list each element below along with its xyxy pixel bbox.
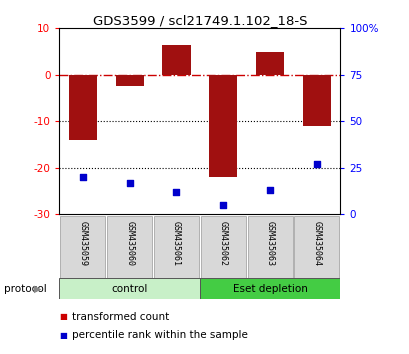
Bar — [247, 216, 292, 278]
Title: GDS3599 / scl21749.1.102_18-S: GDS3599 / scl21749.1.102_18-S — [92, 14, 306, 27]
Text: percentile rank within the sample: percentile rank within the sample — [72, 330, 247, 340]
Bar — [60, 216, 105, 278]
Bar — [69, 75, 97, 140]
Bar — [162, 45, 190, 75]
Bar — [59, 278, 199, 299]
Point — [220, 202, 226, 208]
Bar — [154, 216, 198, 278]
Text: GSM435060: GSM435060 — [125, 221, 134, 266]
Bar — [115, 75, 143, 86]
Text: ■: ■ — [59, 331, 67, 340]
Bar — [200, 216, 245, 278]
Point — [173, 189, 179, 195]
Text: GSM435062: GSM435062 — [218, 221, 227, 266]
Text: control: control — [111, 284, 148, 293]
Text: GSM435064: GSM435064 — [312, 221, 321, 266]
Text: transformed count: transformed count — [72, 312, 169, 322]
Point — [266, 187, 273, 193]
Point — [126, 180, 133, 185]
Text: protocol: protocol — [4, 284, 47, 294]
Bar — [255, 52, 283, 75]
Text: GSM435059: GSM435059 — [78, 221, 87, 266]
Text: GSM435063: GSM435063 — [265, 221, 274, 266]
Text: ▶: ▶ — [34, 284, 42, 294]
Bar — [200, 278, 339, 299]
Bar — [209, 75, 237, 177]
Bar — [302, 75, 330, 126]
Text: Eset depletion: Eset depletion — [232, 284, 307, 293]
Bar — [294, 216, 339, 278]
Text: GSM435061: GSM435061 — [171, 221, 180, 266]
Point — [313, 161, 319, 167]
Text: ■: ■ — [59, 312, 67, 321]
Bar — [107, 216, 152, 278]
Point — [79, 174, 86, 180]
